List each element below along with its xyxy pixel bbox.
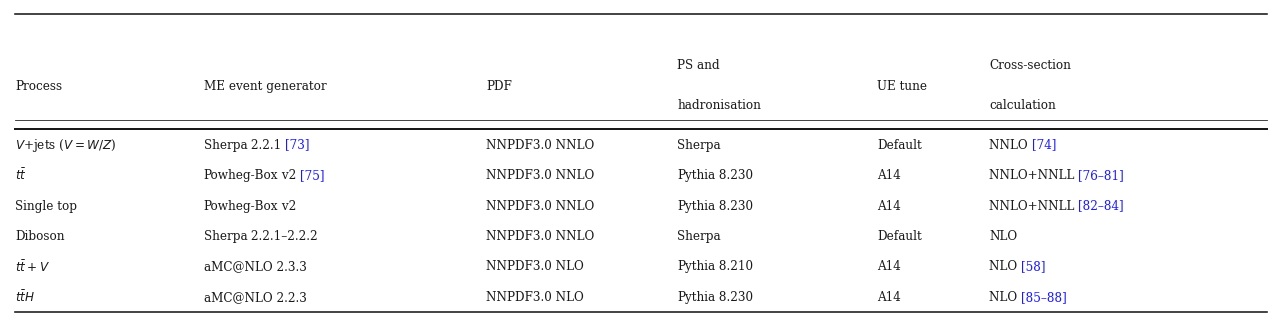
Text: Pythia: Pythia — [677, 290, 715, 303]
Text: NLO: NLO — [988, 290, 1020, 303]
Text: Default: Default — [876, 138, 921, 151]
Text: $t\bar{t}+V$: $t\bar{t}+V$ — [15, 259, 51, 274]
Text: Single top: Single top — [15, 199, 78, 212]
Text: NNLO+NNLL: NNLO+NNLL — [988, 199, 1077, 212]
Text: aMC@NLO 2.2.3: aMC@NLO 2.2.3 — [204, 290, 307, 303]
Text: Pythia: Pythia — [677, 260, 715, 273]
Text: Pythia: Pythia — [677, 169, 715, 182]
Text: 8.210: 8.210 — [715, 260, 753, 273]
Text: PDF: PDF — [486, 80, 511, 93]
Text: NNPDF3.0 NNLO: NNPDF3.0 NNLO — [486, 169, 594, 182]
Text: PS and: PS and — [677, 59, 719, 72]
Text: 8.230: 8.230 — [715, 199, 753, 212]
Text: v2: v2 — [279, 199, 296, 212]
Text: NNPDF3.0 NLO: NNPDF3.0 NLO — [486, 260, 584, 273]
Text: hadronisation: hadronisation — [677, 99, 761, 112]
Text: Diboson: Diboson — [15, 229, 65, 243]
Text: [75]: [75] — [300, 169, 324, 182]
Text: A14: A14 — [876, 199, 901, 212]
Text: NNPDF3.0 NNLO: NNPDF3.0 NNLO — [486, 229, 594, 243]
Text: Powheg-Box: Powheg-Box — [204, 199, 279, 212]
Text: Sherpa: Sherpa — [677, 138, 720, 151]
Text: Cross-section: Cross-section — [988, 59, 1070, 72]
Text: NNPDF3.0 NNLO: NNPDF3.0 NNLO — [486, 138, 594, 151]
Text: NLO: NLO — [988, 260, 1020, 273]
Text: aMC@NLO 2.3.3: aMC@NLO 2.3.3 — [204, 260, 307, 273]
Text: $V$+jets ($V = W/Z$): $V$+jets ($V = W/Z$) — [15, 136, 117, 153]
Text: UE tune: UE tune — [876, 80, 926, 93]
Text: 2.2.1: 2.2.1 — [247, 138, 285, 151]
Text: Sherpa: Sherpa — [204, 138, 247, 151]
Text: Sherpa: Sherpa — [677, 229, 720, 243]
Text: [76–81]: [76–81] — [1077, 169, 1123, 182]
Text: [74]: [74] — [1030, 138, 1056, 151]
Text: NNPDF3.0 NNLO: NNPDF3.0 NNLO — [486, 199, 594, 212]
Text: v2: v2 — [279, 169, 300, 182]
Text: A14: A14 — [876, 260, 901, 273]
Text: Sherpa: Sherpa — [204, 229, 247, 243]
Text: Powheg-Box: Powheg-Box — [204, 169, 279, 182]
Text: calculation: calculation — [988, 99, 1054, 112]
Text: [85–88]: [85–88] — [1020, 290, 1066, 303]
Text: NNLO+NNLL: NNLO+NNLL — [988, 169, 1077, 182]
Text: 2.2.1–2.2.2: 2.2.1–2.2.2 — [247, 229, 318, 243]
Text: Default: Default — [876, 229, 921, 243]
Text: A14: A14 — [876, 290, 901, 303]
Text: [82–84]: [82–84] — [1077, 199, 1123, 212]
Text: [73]: [73] — [285, 138, 309, 151]
Text: $t\bar{t}$: $t\bar{t}$ — [15, 167, 27, 183]
Text: Process: Process — [15, 80, 62, 93]
Text: [58]: [58] — [1020, 260, 1044, 273]
Text: 8.230: 8.230 — [715, 169, 753, 182]
Text: NNLO: NNLO — [988, 138, 1030, 151]
Text: A14: A14 — [876, 169, 901, 182]
Text: NLO: NLO — [988, 229, 1016, 243]
Text: 8.230: 8.230 — [715, 290, 753, 303]
Text: ME event generator: ME event generator — [204, 80, 326, 93]
Text: $t\bar{t}H$: $t\bar{t}H$ — [15, 289, 36, 305]
Text: Pythia: Pythia — [677, 199, 715, 212]
Text: NNPDF3.0 NLO: NNPDF3.0 NLO — [486, 290, 584, 303]
